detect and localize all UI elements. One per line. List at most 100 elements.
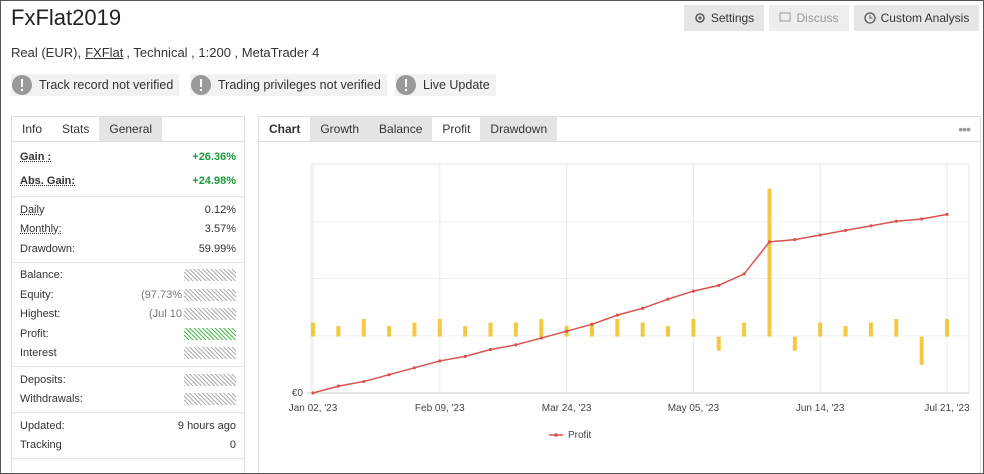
- point: [387, 373, 391, 377]
- stat-label: Tracking: [20, 439, 62, 452]
- stat-label: Monthly:: [20, 223, 62, 236]
- point: [565, 329, 569, 333]
- tab[interactable]: Balance: [369, 117, 433, 141]
- stat-value: 9 hours ago: [177, 419, 236, 432]
- bar: [361, 319, 366, 337]
- stats-group: Gain : +26.36% Abs. Gain: +24.98%: [12, 142, 244, 197]
- stat-label: Balance:: [20, 269, 63, 282]
- status-badge: Track record not verified: [11, 74, 180, 96]
- point: [717, 283, 721, 287]
- bar: [894, 319, 899, 337]
- stats-row: Equity: (97.73%: [12, 285, 244, 305]
- bar: [792, 336, 797, 351]
- stat-value: 0: [229, 439, 236, 452]
- hidden-value: [184, 269, 236, 282]
- bar: [513, 322, 518, 337]
- bar: [868, 322, 873, 337]
- hidden-value: [184, 373, 236, 386]
- warning-icon: [191, 75, 211, 95]
- bar: [336, 326, 341, 337]
- stats-group: Daily 0.12% Monthly: 3.57% Drawdown: 59.99%: [12, 197, 244, 263]
- bar: [742, 322, 747, 337]
- point: [412, 366, 417, 370]
- stats-list: Gain : +26.36% Abs. Gain: +24.98% Daily 0.12%…: [12, 142, 244, 459]
- hidden-value: [184, 327, 236, 340]
- stats-panel: Info Stats General Gain : +26.36% Abs. Gain:…: [11, 116, 245, 473]
- stat-label: Drawdown:: [20, 242, 76, 255]
- settings-button[interactable]: Settings: [684, 5, 764, 31]
- stats-row: Tracking 0: [12, 436, 244, 456]
- stats-group: Updated: 9 hours ago Tracking 0: [12, 413, 244, 459]
- bar: [463, 326, 468, 337]
- stats-row: Withdrawals:: [12, 390, 244, 410]
- point: [920, 217, 924, 221]
- button-label: Custom Analysis: [880, 11, 970, 25]
- bar: [311, 322, 315, 337]
- x-tick-label: Feb 09, '23: [415, 403, 465, 414]
- stat-label: Deposits:: [20, 373, 66, 386]
- bar: [767, 188, 772, 337]
- bar: [437, 319, 442, 337]
- chart-panel: Chart Growth Balance Profit Drawdown ••• Jan…: [258, 116, 981, 473]
- stat-label: Daily: [20, 203, 45, 216]
- more-menu[interactable]: •••: [958, 121, 971, 137]
- stat-label: Highest:: [20, 308, 61, 321]
- tab[interactable]: Info: [12, 117, 53, 141]
- tab[interactable]: Drawdown: [480, 117, 558, 141]
- account-subtitle: Real (EUR), FXFlat, Technical , 1:200 , M…: [11, 45, 319, 60]
- status-badge: Trading privileges not verified: [190, 74, 387, 96]
- broker-link[interactable]: FXFlat: [85, 45, 124, 60]
- stats-tabs: Info Stats General: [12, 117, 244, 142]
- stats-row: Profit:: [12, 324, 244, 344]
- discuss-button[interactable]: Discuss: [769, 5, 849, 31]
- tab[interactable]: Stats: [52, 117, 100, 141]
- bar: [691, 319, 696, 337]
- clock-icon: [863, 12, 876, 24]
- stats-row: Daily 0.12%: [12, 200, 244, 220]
- tab[interactable]: Profit: [432, 117, 481, 141]
- stat-note: (Jul 10: [148, 308, 182, 321]
- bar: [539, 319, 544, 337]
- stats-row: Gain : +26.36%: [12, 145, 244, 169]
- stats-row: Abs. Gain: +24.98%: [12, 169, 244, 193]
- hidden-value: [184, 347, 236, 360]
- bar: [716, 336, 721, 351]
- tab[interactable]: Growth: [310, 117, 370, 141]
- point: [336, 384, 340, 388]
- point: [514, 343, 518, 347]
- point: [666, 297, 670, 301]
- stat-value: +26.36%: [192, 151, 236, 163]
- tab[interactable]: General: [99, 117, 163, 141]
- stats-group: Deposits: Withdrawals:: [12, 367, 244, 413]
- x-tick-label: Jun 14, '23: [796, 403, 845, 414]
- stat-label: Abs. Gain:: [20, 175, 76, 187]
- line: [312, 213, 948, 394]
- point: [463, 354, 467, 358]
- stats-row: Balance:: [12, 266, 244, 286]
- tab[interactable]: Chart: [259, 117, 311, 141]
- point: [590, 322, 594, 326]
- stat-value: 59.99%: [198, 242, 236, 255]
- point: [869, 224, 873, 228]
- bar: [945, 319, 949, 337]
- badge-label: Track record not verified: [39, 78, 174, 92]
- x-tick-label: Jul 21, '23: [924, 403, 970, 414]
- point: [488, 347, 493, 352]
- stats-row: Drawdown: 59.99%: [12, 239, 244, 259]
- point: [793, 237, 797, 242]
- legend-dot: [554, 433, 558, 437]
- custom-analysis-button[interactable]: Custom Analysis: [854, 5, 979, 31]
- stats-row: Deposits:: [12, 370, 244, 390]
- bar: [589, 322, 594, 337]
- bar: [843, 326, 848, 337]
- stats-row: Updated: 9 hours ago: [12, 416, 244, 436]
- point: [311, 391, 315, 395]
- bar: [412, 322, 417, 337]
- point: [362, 379, 366, 384]
- hidden-value: [184, 308, 236, 321]
- bar: [488, 322, 493, 337]
- stats-row: Interest: [12, 344, 244, 364]
- point: [894, 219, 898, 223]
- point: [641, 306, 645, 310]
- stat-label: Interest: [20, 347, 57, 360]
